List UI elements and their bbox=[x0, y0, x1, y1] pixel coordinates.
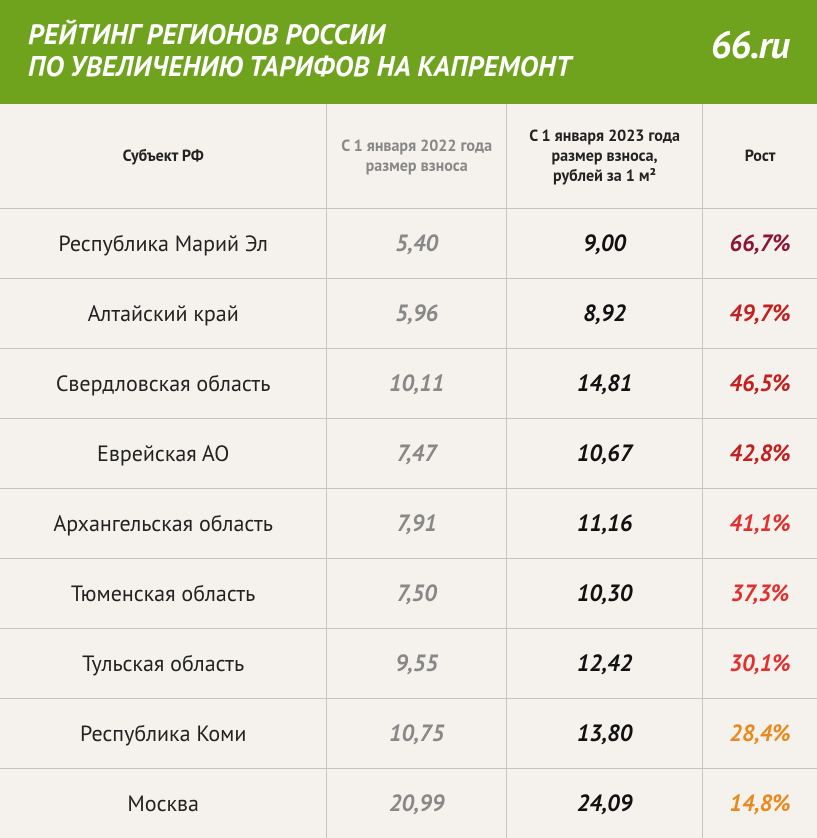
cell-region: Тюменская область bbox=[0, 559, 327, 629]
col-header-2023: С 1 января 2023 года размер взноса, рубл… bbox=[507, 104, 703, 209]
table-row: Республика Коми10,7513,8028,4% bbox=[0, 699, 817, 769]
cell-2022: 5,96 bbox=[327, 279, 507, 349]
cell-2022: 20,99 bbox=[327, 769, 507, 838]
cell-2023: 8,92 bbox=[507, 279, 703, 349]
page-title: РЕЙТИНГ РЕГИОНОВ РОССИИ ПО УВЕЛИЧЕНИЮ ТА… bbox=[28, 18, 571, 82]
header-bar: РЕЙТИНГ РЕГИОНОВ РОССИИ ПО УВЕЛИЧЕНИЮ ТА… bbox=[0, 0, 817, 104]
site-logo: 66.ru bbox=[711, 20, 789, 69]
cell-region: Республика Марий Эл bbox=[0, 209, 327, 279]
table-header-row: Субъект РФ С 1 января 2022 года размер в… bbox=[0, 104, 817, 209]
cell-growth: 14,8% bbox=[703, 769, 817, 838]
table-row: Алтайский край5,968,9249,7% bbox=[0, 279, 817, 349]
col-header-region: Субъект РФ bbox=[0, 104, 327, 209]
table-row: Тульская область9,5512,4230,1% bbox=[0, 629, 817, 699]
cell-growth: 30,1% bbox=[703, 629, 817, 699]
cell-2022: 7,50 bbox=[327, 559, 507, 629]
cell-growth: 28,4% bbox=[703, 699, 817, 769]
cell-2023: 10,67 bbox=[507, 419, 703, 489]
cell-growth: 49,7% bbox=[703, 279, 817, 349]
cell-region: Москва bbox=[0, 769, 327, 838]
table-row: Свердловская область10,1114,8146,5% bbox=[0, 349, 817, 419]
cell-2023: 11,16 bbox=[507, 489, 703, 559]
table-row: Тюменская область7,5010,3037,3% bbox=[0, 559, 817, 629]
cell-2022: 10,75 bbox=[327, 699, 507, 769]
table-body: Республика Марий Эл5,409,0066,7%Алтайски… bbox=[0, 209, 817, 838]
cell-region: Свердловская область bbox=[0, 349, 327, 419]
table-row: Еврейская АО7,4710,6742,8% bbox=[0, 419, 817, 489]
cell-region: Еврейская АО bbox=[0, 419, 327, 489]
cell-2023: 10,30 bbox=[507, 559, 703, 629]
table-row: Республика Марий Эл5,409,0066,7% bbox=[0, 209, 817, 279]
cell-2022: 9,55 bbox=[327, 629, 507, 699]
cell-growth: 41,1% bbox=[703, 489, 817, 559]
rating-table: Субъект РФ С 1 января 2022 года размер в… bbox=[0, 104, 817, 838]
cell-2023: 9,00 bbox=[507, 209, 703, 279]
cell-2022: 7,47 bbox=[327, 419, 507, 489]
table-row: Москва20,9924,0914,8% bbox=[0, 769, 817, 838]
col-header-2022: С 1 января 2022 года размер взноса bbox=[327, 104, 507, 209]
cell-region: Архангельская область bbox=[0, 489, 327, 559]
cell-2023: 12,42 bbox=[507, 629, 703, 699]
cell-2022: 5,40 bbox=[327, 209, 507, 279]
cell-growth: 46,5% bbox=[703, 349, 817, 419]
cell-2023: 13,80 bbox=[507, 699, 703, 769]
title-line-2: ПО УВЕЛИЧЕНИЮ ТАРИФОВ НА КАПРЕМОНТ bbox=[28, 47, 571, 84]
cell-region: Тульская область bbox=[0, 629, 327, 699]
cell-region: Республика Коми bbox=[0, 699, 327, 769]
rating-table-wrap: Субъект РФ С 1 января 2022 года размер в… bbox=[0, 104, 817, 838]
table-row: Архангельская область7,9111,1641,1% bbox=[0, 489, 817, 559]
cell-2023: 24,09 bbox=[507, 769, 703, 838]
cell-region: Алтайский край bbox=[0, 279, 327, 349]
cell-2022: 7,91 bbox=[327, 489, 507, 559]
cell-2022: 10,11 bbox=[327, 349, 507, 419]
cell-growth: 37,3% bbox=[703, 559, 817, 629]
cell-2023: 14,81 bbox=[507, 349, 703, 419]
cell-growth: 42,8% bbox=[703, 419, 817, 489]
col-header-growth: Рост bbox=[703, 104, 817, 209]
cell-growth: 66,7% bbox=[703, 209, 817, 279]
